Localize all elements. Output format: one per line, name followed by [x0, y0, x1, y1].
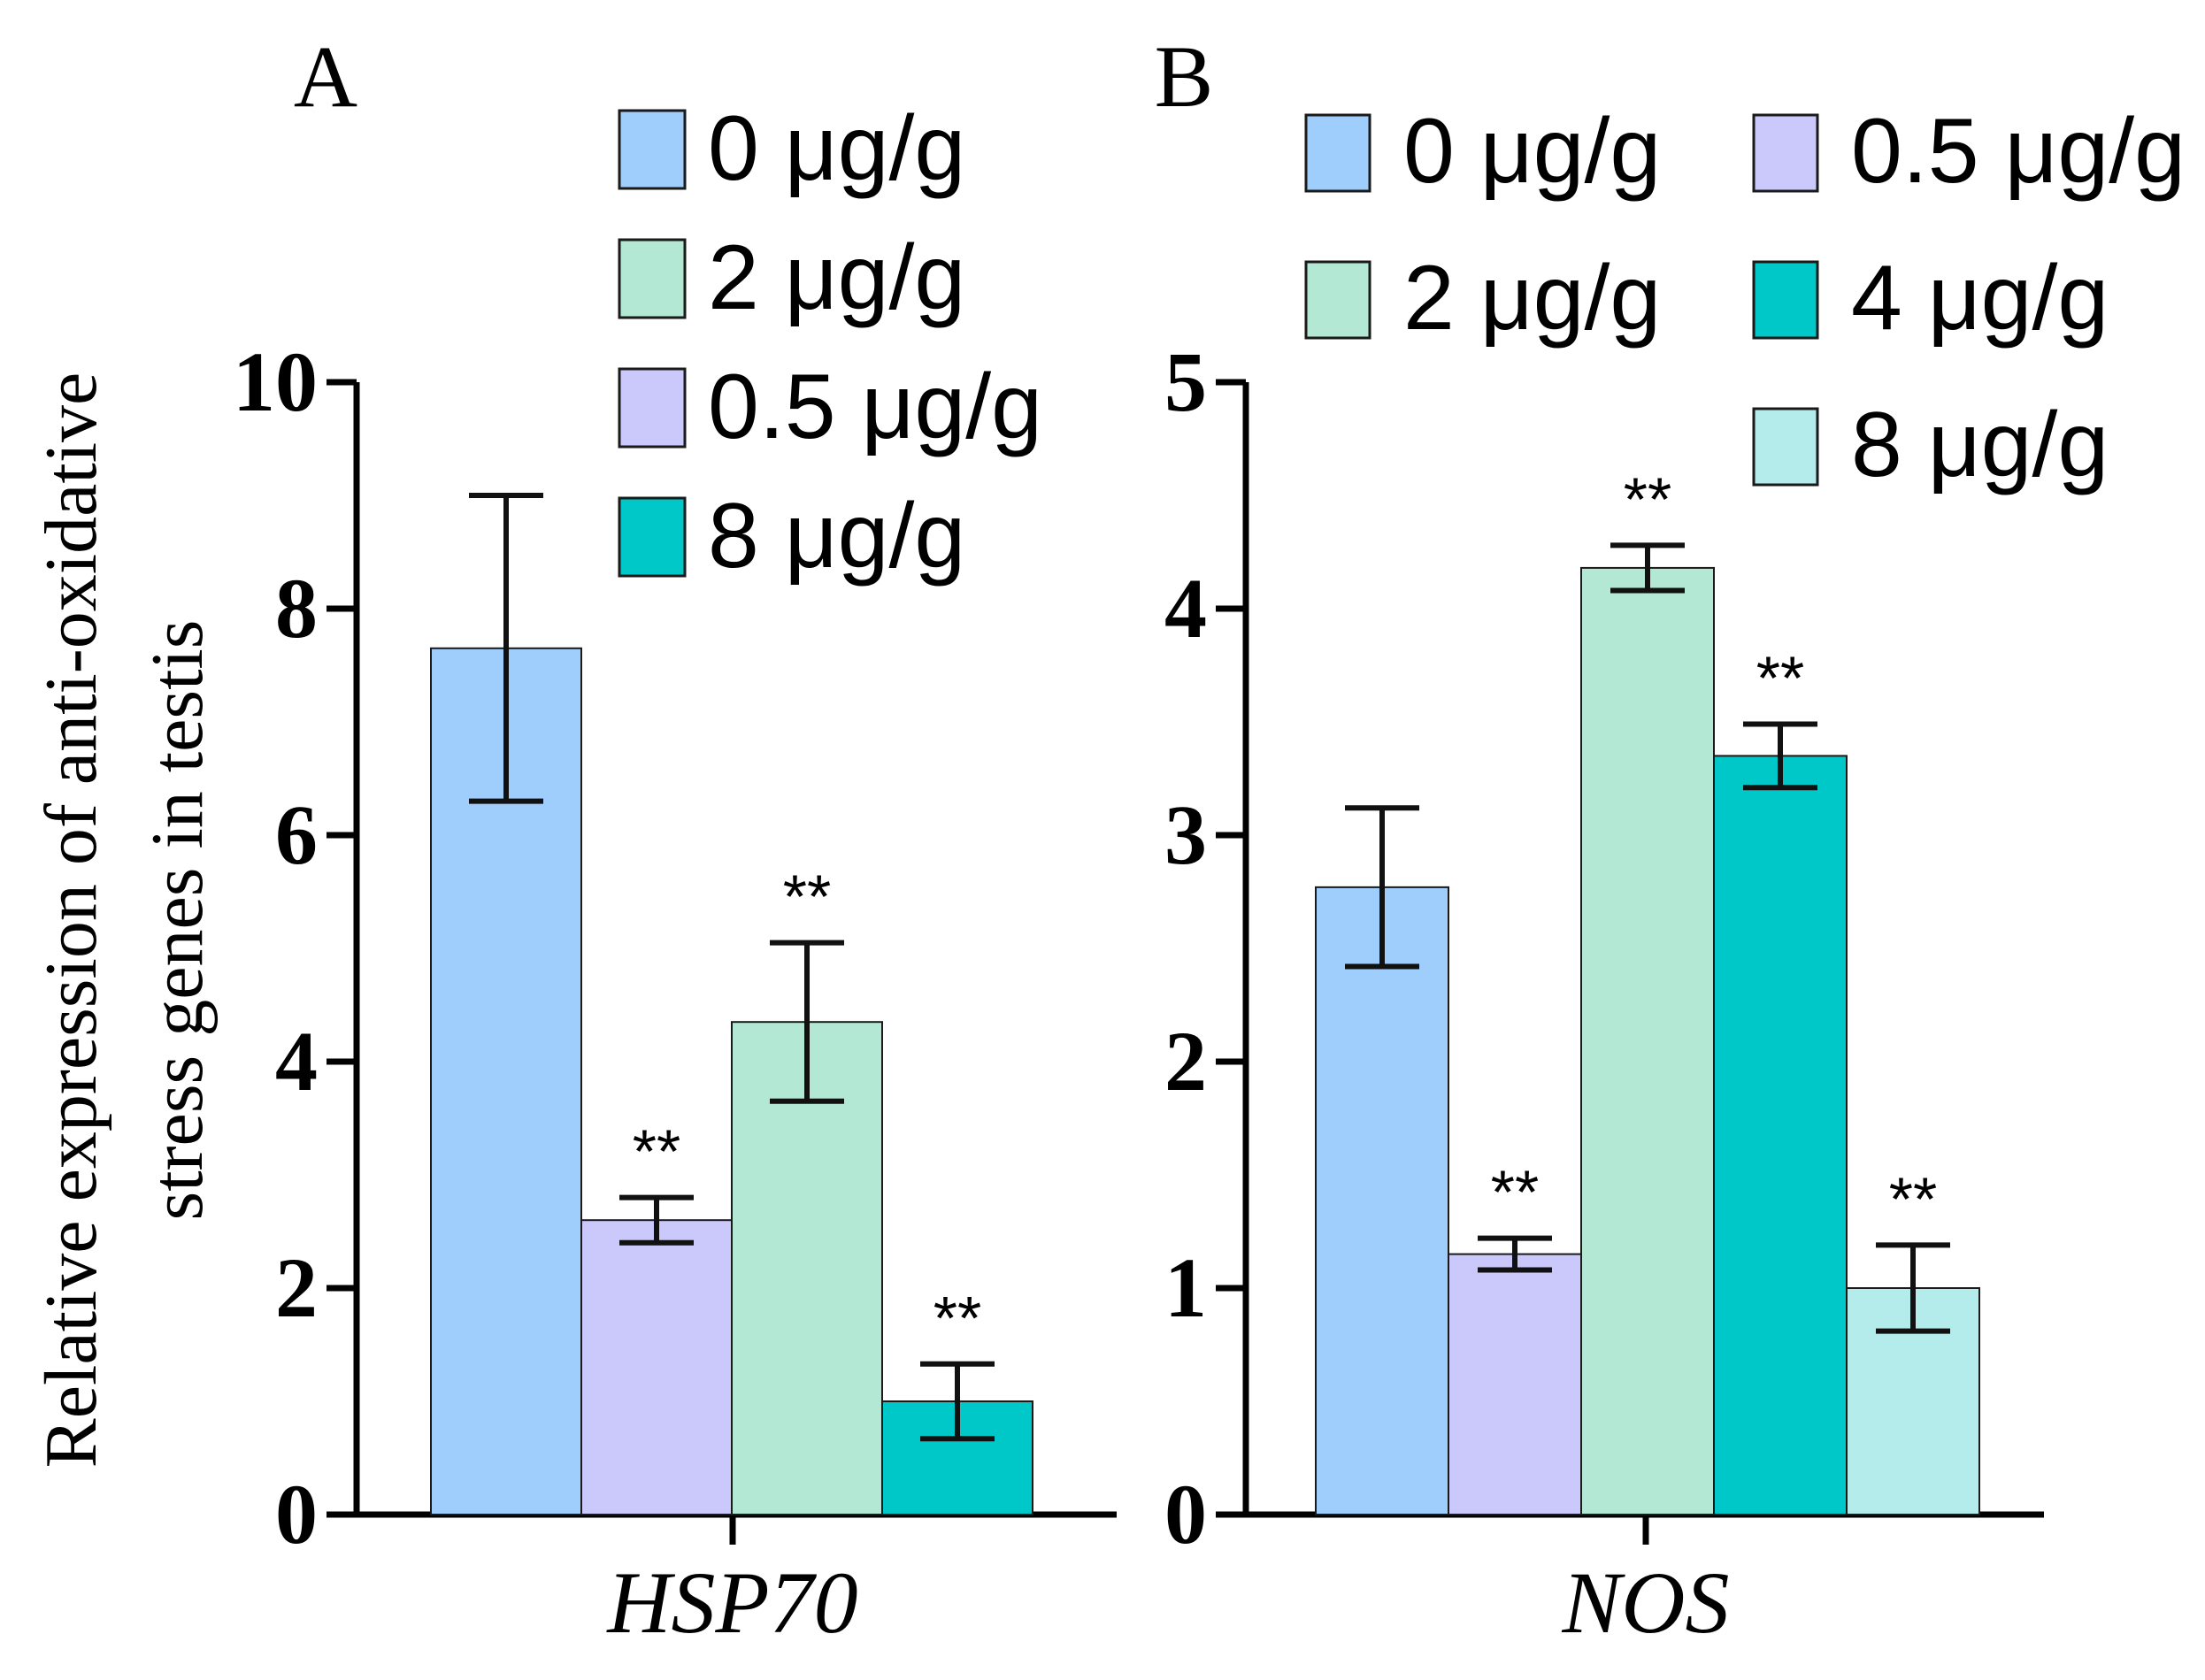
- y-axis-title-line-1: Relative expression of anti-oxidative: [30, 372, 112, 1469]
- y-tick-label: 3: [1164, 787, 1207, 882]
- y-tick-label: 8: [275, 561, 318, 656]
- legend-swatch: [618, 496, 687, 578]
- legend-label: 0 μg/g: [1403, 100, 1661, 203]
- bar: [1315, 886, 1449, 1515]
- y-tick-label: 4: [275, 1014, 318, 1108]
- panel-a-axes: 0 2 4 6 8 10: [233, 334, 1117, 1561]
- y-tick-label: 5: [1164, 334, 1207, 429]
- panel-b: B 0 μg/g 0.5 μg/g 2 μg/g 4 μg/g 8 μg/g 0 1 2 3 4…: [1155, 27, 2186, 1652]
- y-tick-label: 2: [1164, 1014, 1207, 1108]
- y-tick-label: 6: [275, 787, 318, 882]
- legend-label: 0.5 μg/g: [708, 356, 1042, 458]
- legend-swatch: [618, 238, 687, 319]
- legend-swatch: [1304, 260, 1371, 340]
- legend-swatch: [618, 109, 687, 190]
- bar: [1580, 566, 1715, 1515]
- panel-b-legend: 0 μg/g 0.5 μg/g 2 μg/g 4 μg/g 8 μg/g: [1304, 100, 2186, 496]
- legend-label: 2 μg/g: [1403, 247, 1661, 349]
- y-tick-label: 0: [275, 1467, 318, 1561]
- significance-label: **: [1756, 644, 1804, 713]
- legend-swatch: [1752, 260, 1819, 340]
- legend-label: 8 μg/g: [1851, 394, 2109, 496]
- legend-label: 2 μg/g: [708, 226, 965, 329]
- y-tick-label: 1: [1164, 1240, 1207, 1335]
- panel-b-bars: ** ** ** **: [1315, 464, 1980, 1515]
- legend-label: 0.5 μg/g: [1851, 100, 2186, 203]
- y-tick-label: 2: [275, 1240, 318, 1335]
- bar: [1713, 755, 1848, 1515]
- legend-label: 0 μg/g: [708, 97, 965, 200]
- significance-label: **: [783, 863, 831, 932]
- significance-label: **: [933, 1284, 981, 1353]
- legend-swatch: [1752, 407, 1819, 487]
- legend-label: 8 μg/g: [708, 485, 965, 587]
- legend-swatch: [1752, 113, 1819, 193]
- bar: [731, 1021, 883, 1515]
- legend-swatch: [1304, 113, 1371, 193]
- significance-label: **: [1889, 1164, 1937, 1233]
- y-axis-title-line-2: stress genes in testis: [136, 620, 219, 1221]
- bar: [580, 1219, 733, 1515]
- y-tick-label: 10: [233, 334, 318, 429]
- legend-label: 4 μg/g: [1851, 247, 2109, 349]
- panel-b-label: B: [1155, 27, 1214, 126]
- significance-label: **: [633, 1117, 680, 1186]
- legend-swatch: [618, 367, 687, 449]
- panel-b-category-label: NOS: [1562, 1553, 1730, 1652]
- bar: [1448, 1253, 1582, 1515]
- significance-label: **: [1491, 1158, 1539, 1227]
- y-tick-label: 4: [1164, 561, 1207, 656]
- panel-a-category-label: HSP70: [605, 1553, 857, 1652]
- y-tick-label: 0: [1164, 1467, 1207, 1561]
- significance-label: **: [1624, 464, 1671, 533]
- panel-a-legend: 0 μg/g 2 μg/g 0.5 μg/g 8 μg/g: [618, 97, 1042, 587]
- panel-a-bars: ** ** **: [430, 493, 1033, 1515]
- panel-a-label: A: [294, 27, 357, 126]
